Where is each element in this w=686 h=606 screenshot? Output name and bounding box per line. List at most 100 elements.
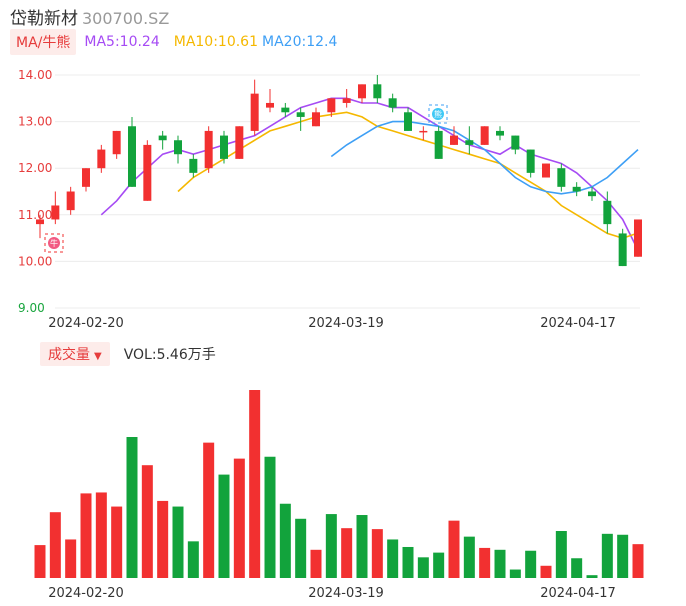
ma20-line [330, 120, 639, 195]
volume-bar [249, 390, 261, 578]
volume-bar [95, 492, 107, 578]
svg-text:牛: 牛 [50, 238, 58, 248]
stock-code: 300700.SZ [82, 9, 170, 28]
candle-body [572, 186, 581, 192]
stock-name: 岱勒新材 [10, 9, 78, 29]
volume-bar [34, 545, 46, 578]
volume-bar [295, 518, 307, 578]
volume-bar [325, 514, 337, 578]
volume-bar [126, 437, 138, 578]
candle-body [158, 135, 167, 141]
candle-body [82, 168, 90, 187]
candle-body [250, 93, 259, 131]
volume-bar [141, 465, 153, 578]
volume-bar [601, 533, 613, 578]
volume-bar [49, 512, 61, 578]
y-tick-label: 13.00 [18, 115, 52, 129]
caret-down-icon: ▼ [94, 351, 102, 362]
ma-bull-bear-button[interactable]: MA/牛熊 [10, 29, 77, 55]
candle-body [235, 126, 244, 159]
volume-bar [525, 550, 537, 578]
ma10-label: MA10:10.61 [173, 34, 259, 50]
volume-bar [187, 541, 199, 578]
candle-body [419, 130, 428, 133]
volume-x-tick-label: 2024-03-19 [308, 586, 384, 601]
y-tick-label: 9.00 [18, 301, 45, 315]
volume-bar [555, 531, 567, 578]
candle-body [526, 149, 535, 173]
candle-body [174, 140, 182, 155]
volume-bar [509, 569, 521, 578]
bull-marker: 牛 [44, 233, 64, 253]
candle-body [465, 140, 474, 145]
volume-x-tick-label: 2024-04-17 [540, 586, 616, 601]
volume-bar [356, 515, 368, 578]
candle-body [128, 126, 136, 187]
candle-body [189, 158, 198, 173]
candle-body [296, 112, 305, 117]
candle-body [542, 163, 550, 178]
candle-body [204, 130, 213, 169]
volume-x-tick-label: 2024-02-20 [48, 586, 124, 601]
volume-bar [571, 558, 583, 578]
volume-value: VOL:5.46万手 [123, 347, 216, 363]
volume-bar [157, 500, 169, 578]
volume-bar [494, 549, 506, 578]
volume-bar [264, 456, 276, 578]
candle-body [281, 107, 290, 113]
candle-body [327, 98, 336, 113]
y-tick-label: 14.00 [18, 68, 52, 82]
candle-body [143, 144, 152, 201]
candle-body [618, 233, 627, 267]
ma20-label: MA20:12.4 [262, 34, 338, 50]
volume-bar [371, 529, 383, 578]
candle-body [588, 191, 596, 197]
bear-marker: 熊 [428, 104, 448, 124]
ma5-label: MA5:10.24 [84, 34, 160, 50]
volume-bar [203, 442, 215, 578]
volume-bar [65, 539, 77, 578]
volume-legend: 成交量 ▼ VOL:5.46万手 [40, 342, 216, 366]
candle-body [66, 191, 75, 211]
volume-bar [448, 520, 460, 578]
ma5-line [100, 97, 639, 251]
volume-bar [341, 528, 353, 578]
volume-bar [218, 474, 230, 578]
candle-body [342, 98, 351, 103]
volume-bar [80, 493, 92, 578]
volume-bar [479, 547, 491, 578]
volume-bar [632, 544, 644, 578]
volume-bar [463, 536, 475, 578]
candle-body [634, 219, 642, 257]
candle-body [358, 84, 366, 99]
volume-indicator-button[interactable]: 成交量 ▼ [40, 342, 110, 366]
candle-body [557, 168, 566, 187]
candle-body [220, 135, 228, 159]
ma10-line [177, 111, 639, 239]
candle-body [404, 112, 412, 131]
volume-bar [111, 506, 123, 578]
volume-bar [617, 534, 629, 578]
candle-body [450, 135, 458, 145]
candle-body [373, 84, 382, 99]
y-tick-label: 10.00 [18, 254, 52, 268]
volume-bar [279, 503, 291, 578]
candle-body [36, 219, 44, 225]
candle-body [266, 102, 274, 108]
x-tick-label: 2024-04-17 [540, 316, 616, 331]
candle-body [496, 130, 504, 136]
ma-legend: MA/牛熊 MA5:10.24 MA10:10.61 MA20:12.4 [10, 29, 338, 55]
volume-bar [540, 565, 552, 578]
candle-body [603, 200, 612, 225]
volume-bar [172, 506, 184, 578]
y-tick-label: 12.00 [18, 161, 52, 175]
x-tick-label: 2024-02-20 [48, 316, 124, 331]
candle-body [511, 135, 520, 150]
candle-body [97, 149, 106, 169]
volume-bar [586, 575, 598, 578]
candle-body [388, 98, 397, 108]
stock-title: 岱勒新材 300700.SZ [10, 4, 169, 29]
candle-body [51, 205, 60, 220]
candle-body [434, 130, 443, 159]
